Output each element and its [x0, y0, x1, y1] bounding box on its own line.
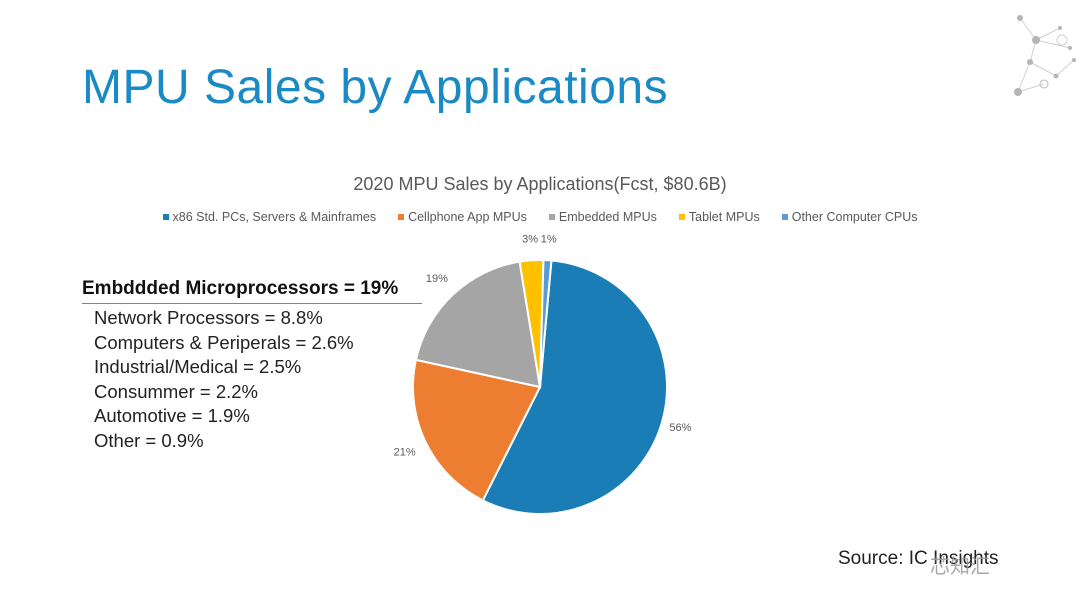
legend-label: Other Computer CPUs	[791, 210, 918, 224]
source-note: Source: IC Insights	[838, 548, 999, 569]
pie-data-label: 3%	[522, 234, 538, 246]
pie-data-label: 1%	[541, 234, 557, 246]
legend-item: Tablet MPUs	[678, 210, 760, 224]
list-item: Consummer = 2.2%	[94, 380, 258, 402]
pie-slice	[412, 358, 542, 502]
list-item: Industrial/Medical = 2.5%	[94, 356, 302, 377]
legend-swatch	[548, 214, 555, 220]
pie-data-label: 56%	[669, 422, 691, 434]
embedded-heading: Embddded Microprocessors = 19%	[82, 278, 422, 304]
legend-item: x86 Std. PCs, Servers & Mainframes	[162, 210, 377, 224]
list-item: Computers & Periperals = 2.6%	[94, 331, 354, 353]
pie-slice	[481, 259, 668, 515]
chart-legend: x86 Std. PCs, Servers & Mainframes Cellph…	[0, 210, 1080, 224]
legend-label: Embedded MPUs	[558, 210, 657, 224]
pie-data-label: 21%	[394, 446, 416, 458]
legend-item: Cellphone App MPUs	[398, 210, 527, 224]
embedded-list: Network Processors = 8.8% Computers & Pe…	[94, 306, 442, 453]
list-item: Other = 0.9%	[94, 429, 204, 451]
legend-swatch	[398, 214, 405, 220]
legend-label: Tablet MPUs	[688, 210, 760, 224]
legend-label: Cellphone App MPUs	[408, 210, 527, 224]
watermark: 芯知汇	[930, 554, 990, 578]
legend-item: Embedded MPUs	[548, 210, 657, 224]
legend-swatch	[678, 214, 685, 220]
pie-slice	[414, 260, 542, 389]
chart-title: 2020 MPU Sales by Applications(Fcst, $80…	[353, 174, 727, 194]
pie-slice	[539, 259, 553, 388]
legend-item: Other Computer CPUs	[781, 210, 918, 224]
slide-title: MPU Sales by Applications	[82, 61, 669, 114]
legend-swatch	[162, 214, 169, 220]
pie-data-label: 19%	[426, 273, 448, 285]
legend-label: x86 Std. PCs, Servers & Mainframes	[172, 210, 377, 224]
list-item: Network Processors = 8.8%	[94, 307, 323, 328]
list-item: Automotive = 1.9%	[94, 405, 250, 426]
embedded-breakdown: Embddded Microprocessors = 19% Network P…	[82, 278, 442, 453]
legend-swatch	[781, 214, 788, 220]
